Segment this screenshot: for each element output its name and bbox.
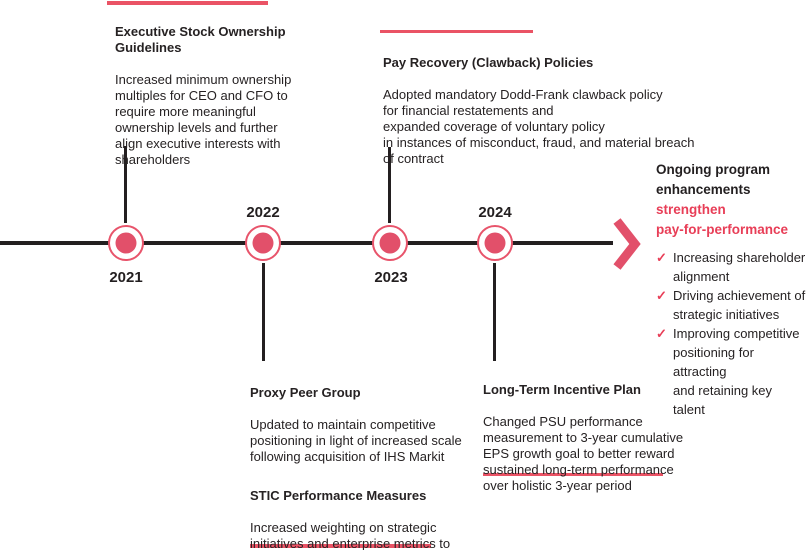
check-item: ✓ Increasing shareholder alignment bbox=[656, 248, 806, 286]
summary-heading-text: pay-for-performance bbox=[656, 222, 789, 237]
marker-dot-icon bbox=[484, 232, 506, 254]
timeline-marker-2022 bbox=[245, 225, 281, 261]
check-icon: ✓ bbox=[656, 288, 667, 303]
marker-dot-icon bbox=[115, 232, 137, 254]
timeline-axis bbox=[0, 241, 613, 245]
summary-list: ✓ Increasing shareholder alignment ✓ Drivin… bbox=[656, 248, 806, 419]
event-long-term-incentive: Long-Term Incentive Plan Changed PSU per… bbox=[483, 366, 723, 510]
timeline-marker-2024 bbox=[477, 225, 513, 261]
check-icon: ✓ bbox=[656, 326, 667, 341]
connector-2022 bbox=[262, 263, 265, 361]
timeline-marker-2023 bbox=[372, 225, 408, 261]
event-proxy-peer-group: Proxy Peer Group Updated to maintain com… bbox=[250, 369, 500, 550]
event-title: Executive Stock Ownership Guidelines bbox=[115, 24, 286, 55]
summary-heading-text: strengthen bbox=[656, 202, 726, 217]
event-body: Updated to maintain competitive position… bbox=[250, 417, 462, 464]
connector-2021 bbox=[124, 146, 127, 223]
check-item: ✓ Improving competitive positioning for a… bbox=[656, 324, 806, 419]
event-body: Adopted mandatory Dodd-Frank clawback po… bbox=[383, 87, 695, 166]
summary-heading: Ongoing program enhancements strengthen pa… bbox=[656, 160, 806, 240]
check-icon: ✓ bbox=[656, 250, 667, 265]
year-label-2021: 2021 bbox=[109, 269, 143, 286]
year-label-2023: 2023 bbox=[374, 269, 408, 286]
accent-bar-lti bbox=[483, 473, 663, 476]
accent-bar-executive-stock bbox=[107, 1, 268, 5]
event-body: Increased minimum ownership multiples fo… bbox=[115, 72, 292, 167]
accent-bar-stic bbox=[250, 544, 431, 548]
summary-panel: Ongoing program enhancements strengthen pa… bbox=[656, 160, 806, 419]
summary-heading-text: enhancements bbox=[656, 182, 751, 197]
event-title: Proxy Peer Group bbox=[250, 385, 361, 400]
event-pay-recovery: Pay Recovery (Clawback) Policies Adopted… bbox=[383, 39, 753, 183]
check-item-label: Increasing shareholder alignment bbox=[673, 250, 806, 284]
year-label-2024: 2024 bbox=[478, 204, 512, 221]
event-title: STIC Performance Measures bbox=[250, 488, 427, 503]
year-label-2022: 2022 bbox=[246, 204, 280, 221]
connector-2023 bbox=[388, 147, 391, 223]
marker-dot-icon bbox=[379, 232, 401, 254]
check-item: ✓ Driving achievement of strategic initia… bbox=[656, 286, 806, 324]
check-item-label: Improving competitive positioning for at… bbox=[673, 326, 800, 417]
event-body: Increased weighting on strategic initiat… bbox=[250, 520, 451, 550]
event-title: Pay Recovery (Clawback) Policies bbox=[383, 55, 594, 70]
event-body: Changed PSU performance measurement to 3… bbox=[483, 414, 684, 493]
event-executive-stock-ownership: Executive Stock Ownership Guidelines Inc… bbox=[115, 8, 325, 184]
check-item-label: Driving achievement of strategic initiat… bbox=[673, 288, 806, 322]
arrow-head-icon bbox=[613, 218, 641, 270]
timeline-marker-2021 bbox=[108, 225, 144, 261]
accent-bar-pay-recovery bbox=[380, 30, 533, 33]
connector-2024 bbox=[493, 263, 496, 361]
summary-heading-text: Ongoing program bbox=[656, 162, 770, 177]
event-title: Long-Term Incentive Plan bbox=[483, 382, 641, 397]
marker-dot-icon bbox=[252, 232, 274, 254]
